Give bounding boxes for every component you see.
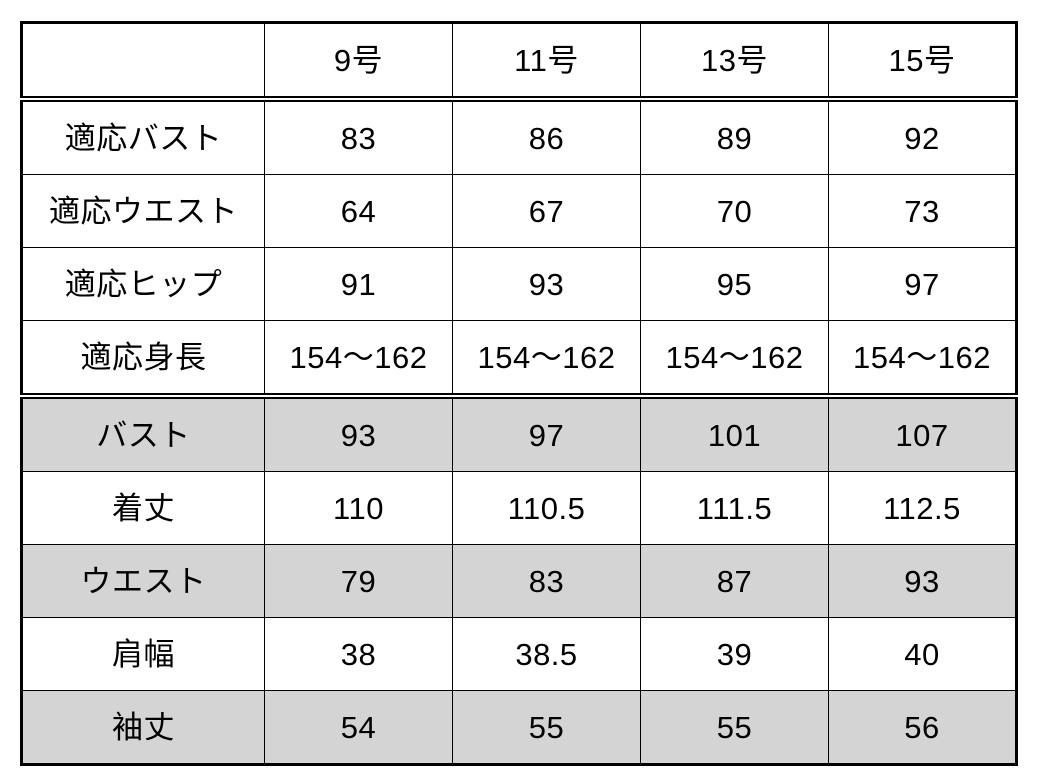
cell-value: 95 [640,247,829,321]
cell-value: 87 [640,544,829,618]
col-header-size15: 15号 [828,22,1017,102]
table-header-row: 9号 11号 13号 15号 [21,22,1017,102]
cell-value: 154～162 [828,320,1017,399]
cell-value: 93 [452,247,641,321]
table-row: 適応身長 154～162 154～162 154～162 154～162 [21,320,1017,399]
col-header-size11: 11号 [452,22,641,102]
row-label: 着丈 [21,471,265,545]
cell-value: 110 [264,471,453,545]
cell-value: 93 [264,395,453,472]
table-row: 袖丈 54 55 55 56 [21,690,1017,765]
row-label: 適応バスト [21,98,265,175]
cell-value: 110.5 [452,471,641,545]
cell-value: 97 [828,247,1017,321]
table-row: 適応ヒップ 91 93 95 97 [21,247,1017,321]
row-label: ウエスト [21,544,265,618]
cell-value: 83 [452,544,641,618]
cell-value: 38 [264,617,453,691]
cell-value: 93 [828,544,1017,618]
cell-value: 112.5 [828,471,1017,545]
corner-cell [21,22,265,102]
cell-value: 55 [452,690,641,765]
cell-value: 101 [640,395,829,472]
row-label: バスト [21,395,265,472]
cell-value: 79 [264,544,453,618]
cell-value: 67 [452,174,641,248]
cell-value: 91 [264,247,453,321]
cell-value: 55 [640,690,829,765]
col-header-size13: 13号 [640,22,829,102]
table-row: 適応ウエスト 64 67 70 73 [21,174,1017,248]
table-row: 肩幅 38 38.5 39 40 [21,617,1017,691]
cell-value: 107 [828,395,1017,472]
row-label: 適応身長 [21,320,265,399]
cell-value: 64 [264,174,453,248]
row-label: 適応ウエスト [21,174,265,248]
cell-value: 89 [640,98,829,175]
cell-value: 86 [452,98,641,175]
cell-value: 154～162 [264,320,453,399]
row-label: 袖丈 [21,690,265,765]
table-row: バスト 93 97 101 107 [21,395,1017,472]
cell-value: 56 [828,690,1017,765]
cell-value: 97 [452,395,641,472]
cell-value: 92 [828,98,1017,175]
cell-value: 40 [828,617,1017,691]
table-row: 着丈 110 110.5 111.5 112.5 [21,471,1017,545]
size-chart-table: 9号 11号 13号 15号 適応バスト 83 86 89 92 適応ウエスト … [20,21,1018,766]
table-row: 適応バスト 83 86 89 92 [21,98,1017,175]
cell-value: 70 [640,174,829,248]
cell-value: 154～162 [452,320,641,399]
cell-value: 83 [264,98,453,175]
cell-value: 73 [828,174,1017,248]
row-label: 適応ヒップ [21,247,265,321]
table-row: ウエスト 79 83 87 93 [21,544,1017,618]
cell-value: 54 [264,690,453,765]
cell-value: 111.5 [640,471,829,545]
cell-value: 38.5 [452,617,641,691]
cell-value: 39 [640,617,829,691]
row-label: 肩幅 [21,617,265,691]
col-header-size9: 9号 [264,22,453,102]
cell-value: 154～162 [640,320,829,399]
